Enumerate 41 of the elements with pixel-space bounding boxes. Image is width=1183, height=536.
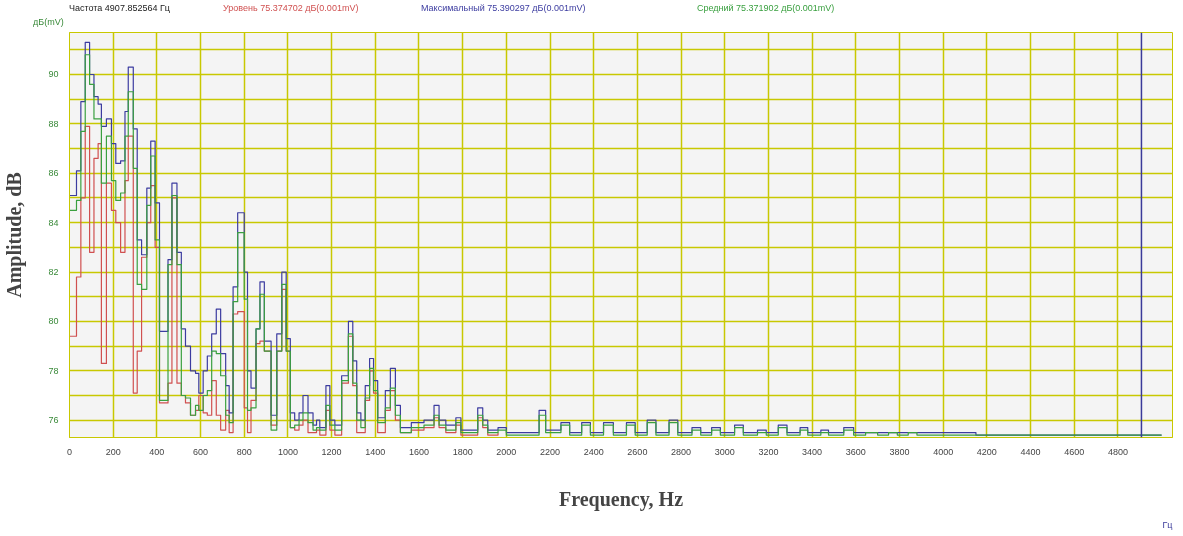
x-tick-label: 1800 <box>452 446 473 457</box>
x-tick-label: 3200 <box>758 446 779 457</box>
x-tick-label: 400 <box>149 446 165 457</box>
x-tick-label: 1200 <box>321 446 342 457</box>
x-tick-label: 3600 <box>845 446 866 457</box>
x-tick-label: 0 <box>67 446 73 457</box>
x-tick-label: 800 <box>236 446 252 457</box>
x-tick-label: 1600 <box>408 446 429 457</box>
x-tick-label: 2400 <box>583 446 604 457</box>
x-tick-label: 3000 <box>714 446 735 457</box>
y-tick-label: 76 <box>48 415 59 426</box>
y-tick-label: 84 <box>48 217 59 228</box>
text: Частота 4907.852564 Гц <box>69 2 170 15</box>
y-tick-label: 82 <box>48 267 59 278</box>
text: Максимальный 75.390297 дБ(0.001mV) <box>421 2 586 15</box>
x-tick-label: 4000 <box>933 446 954 457</box>
text: Уровень 75.374702 дБ(0.001mV) <box>223 2 359 15</box>
x-tick-label: 2000 <box>496 446 517 457</box>
text: дБ(mV) <box>33 16 64 29</box>
x-tick-label: 2600 <box>627 446 648 457</box>
x-tick-label: 4600 <box>1064 446 1085 457</box>
y-tick-label: 80 <box>48 316 59 327</box>
x-tick-label: 4400 <box>1020 446 1041 457</box>
x-tick-label: 200 <box>105 446 121 457</box>
y-tick-label: 88 <box>48 118 59 129</box>
x-tick-label: 2200 <box>540 446 561 457</box>
x-tick-label: 4200 <box>976 446 997 457</box>
x-tick-label: 2800 <box>671 446 692 457</box>
y-tick-label: 90 <box>48 69 59 80</box>
x-tick-label: 1400 <box>365 446 386 457</box>
text: Средний 75.371902 дБ(0.001mV) <box>697 2 835 15</box>
x-tick-label: 4800 <box>1107 446 1128 457</box>
x-tick-label: 1000 <box>277 446 298 457</box>
y-tick-label: 78 <box>48 365 59 376</box>
y-axis-title: Amplitude, dB <box>3 172 27 298</box>
x-tick-label: 3800 <box>889 446 910 457</box>
x-tick-label: 600 <box>193 446 209 457</box>
x-tick-label: 3400 <box>802 446 823 457</box>
text: Гц <box>1162 519 1173 530</box>
x-axis-title: Frequency, Hz <box>558 487 684 511</box>
y-tick-label: 86 <box>48 168 59 179</box>
